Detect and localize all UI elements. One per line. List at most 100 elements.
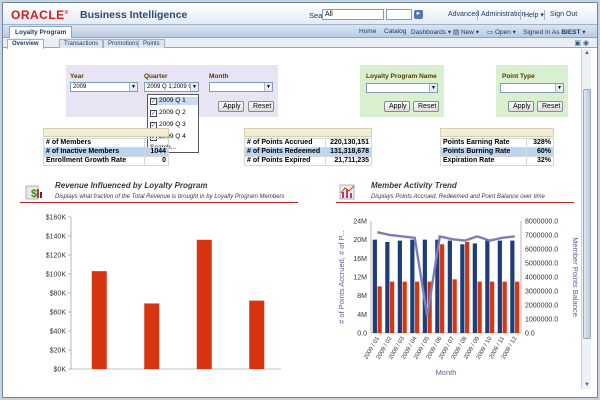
kpi-label: # of Points Accrued	[243, 138, 327, 148]
checkbox-icon[interactable]: ✓	[150, 110, 157, 117]
scroll-down-icon[interactable]: ▼	[584, 382, 590, 388]
y-tick-label: 4M	[357, 312, 367, 319]
year-select[interactable]: 2009 ▼	[70, 82, 138, 92]
administration-link[interactable]: Administration	[481, 11, 526, 18]
revenue-bar	[249, 300, 265, 369]
new-menu[interactable]: ▤ New ▾	[453, 29, 480, 36]
sign-out-link[interactable]: Sign Out	[550, 11, 578, 18]
activity-section-title: Member Activity Trend	[371, 181, 457, 190]
month-select[interactable]: ▼	[209, 82, 273, 92]
help-link[interactable]: Help ▾	[524, 12, 544, 19]
kpi-label: Expiration Rate	[440, 156, 527, 166]
catalog-link[interactable]: Catalog	[384, 28, 407, 35]
y2-tick-label: 1000000.0	[525, 317, 558, 324]
kpi-header	[43, 128, 169, 137]
kpi-label: # of Points Expired	[243, 156, 327, 166]
chevron-down-icon: ▼	[129, 83, 137, 91]
members-kpi-table: # of Members # of Inactive Members 1044 E…	[43, 138, 170, 166]
apply-button[interactable]: Apply	[384, 101, 410, 112]
kpi-value	[143, 138, 170, 148]
kpi-label: # of Points Redeemed	[243, 147, 327, 157]
revenue-bar-chart: $0K $20K $40K $60K $80K $100K $120K $140K $160K	[46, 215, 281, 374]
kpi-value: 32%	[525, 156, 555, 166]
points-accrued-bar	[472, 243, 477, 333]
y-axis-label: # of Points Accrued, # of P...	[337, 230, 346, 324]
header-divider	[520, 10, 521, 20]
year-label: Year	[70, 73, 84, 80]
kpi-label: Points Burning Rate	[440, 147, 527, 157]
tab-points[interactable]: Points	[138, 39, 165, 48]
tab-overview[interactable]: Overview	[7, 39, 44, 49]
points-kpi-table: # of Points Accrued 220,130,151 # of Poin…	[243, 138, 372, 166]
y2-tick-label: 8000000.0	[525, 219, 558, 226]
kpi-header	[440, 128, 554, 137]
search-go-icon[interactable]: ►	[414, 10, 423, 19]
vertical-scrollbar[interactable]: ▲ ▼	[581, 49, 591, 389]
quarter-label: Quarter	[144, 73, 168, 80]
new-icon: ▤	[453, 29, 460, 36]
signed-in-as-label: Signed In As BIEST ▾	[523, 29, 586, 36]
points-accrued-bar	[485, 239, 490, 333]
points-accrued-bar	[447, 240, 452, 333]
scroll-up-icon[interactable]: ▲	[584, 50, 590, 56]
month-label: Month	[209, 73, 229, 80]
search-scope-select[interactable]: All	[322, 9, 384, 20]
quarter-option[interactable]: ✓ 2009 Q 1	[150, 97, 198, 105]
reset-button[interactable]: Reset	[248, 101, 274, 112]
advanced-link[interactable]: Advanced	[448, 11, 480, 18]
kpi-value: 131,318,678	[325, 147, 372, 157]
quarter-select[interactable]: 2009 Q 1;2009 Q ▼	[144, 82, 199, 92]
points-redeemed-bar	[490, 281, 495, 333]
y-tick-label: 0.0	[357, 331, 367, 338]
reset-button[interactable]: Reset	[413, 101, 439, 112]
home-link[interactable]: Home	[359, 28, 377, 35]
y-tick-label: $60K	[50, 310, 67, 317]
scrollbar-thumb[interactable]	[583, 89, 591, 339]
points-redeemed-bar	[465, 242, 470, 333]
loyalty-program-select[interactable]: ▼	[366, 83, 438, 93]
activity-section-subtitle: Displays Points Accrued, Redeemed and Po…	[371, 194, 545, 200]
chevron-down-icon: ▼	[264, 83, 272, 91]
points-accrued-bar	[435, 239, 440, 333]
header-divider	[477, 10, 478, 20]
y2-tick-label: 6000000.0	[525, 247, 558, 254]
chevron-down-icon: ▼	[555, 84, 563, 92]
apply-button[interactable]: Apply	[508, 101, 534, 112]
points-accrued-bar	[497, 240, 502, 333]
checkbox-icon[interactable]: ✓	[150, 98, 157, 105]
points-accrued-bar	[460, 244, 465, 333]
global-header: ORACLE® Business Intelligence Search All…	[3, 3, 597, 25]
apply-button[interactable]: Apply	[218, 101, 244, 112]
quarter-dropdown-list: ✓ 2009 Q 1 ✓ 2009 Q 2 ✓ 2009 Q 3 ✓ 2009 Q 4 …	[147, 94, 199, 153]
points-redeemed-bar	[515, 281, 520, 333]
username[interactable]: BIEST	[561, 29, 581, 36]
member-activity-chart: 0.0 4M 8M 12M 16M 20M 24M 0.0 1000000.0 2000000.0…	[337, 219, 580, 378]
points-accrued-bar	[410, 239, 415, 333]
y2-tick-label: 4000000.0	[525, 275, 558, 282]
dashboard-toolbar: Loyalty Program Home Catalog Dashboards …	[3, 25, 597, 38]
dashboard-tab-loyalty-program[interactable]: Loyalty Program	[9, 26, 73, 38]
y-tick-label: $20K	[50, 348, 67, 355]
points-redeemed-bar	[390, 281, 395, 333]
dashboards-menu[interactable]: Dashboards ▾	[411, 29, 452, 36]
open-menu[interactable]: ▭ Open ▾	[487, 29, 516, 36]
search-input[interactable]	[386, 9, 412, 20]
reset-button[interactable]: Reset	[537, 101, 563, 112]
y2-tick-label: 5000000.0	[525, 261, 558, 268]
kpi-value: 328%	[525, 138, 555, 148]
y-tick-label: $120K	[46, 253, 67, 260]
header-divider	[544, 10, 545, 20]
point-type-label: Point Type	[502, 73, 535, 80]
y-tick-label: 24M	[353, 219, 367, 226]
section-divider	[336, 202, 574, 203]
tab-transactions[interactable]: Transactions	[59, 39, 104, 48]
loyalty-program-name-label: Loyalty Program Name	[366, 73, 437, 80]
points-accrued-bar	[510, 240, 515, 333]
page-tabs: Overview Transactions Promotions Points …	[3, 38, 597, 49]
points-balance-line	[376, 231, 515, 317]
page-options-icon[interactable]: ▣ ◉	[574, 40, 589, 47]
x-axis-label: Month	[436, 368, 457, 377]
quarter-option[interactable]: ✓ 2009 Q 2	[150, 109, 186, 117]
point-type-select[interactable]: ▼	[500, 83, 564, 93]
